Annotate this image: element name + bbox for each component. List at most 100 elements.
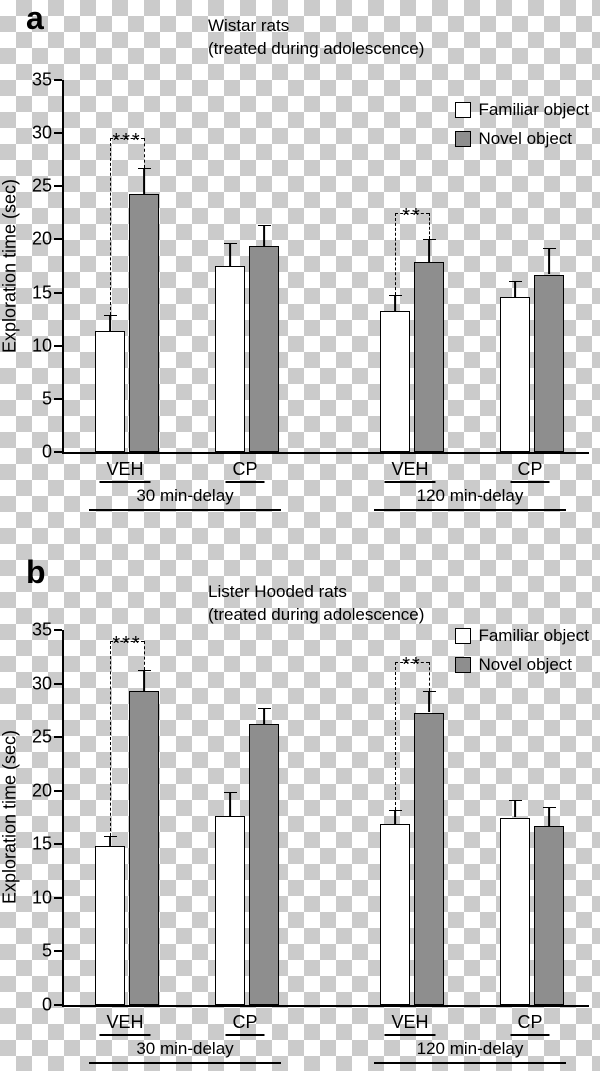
significance-line xyxy=(395,212,429,214)
y-tick-mark xyxy=(54,1004,62,1006)
delay-group-label: 30 min-delay xyxy=(89,485,281,511)
chart-subtitle: (treated during adolescence) xyxy=(208,605,425,624)
condition-label: VEH xyxy=(99,459,151,483)
significance-stars: *** xyxy=(112,130,142,153)
error-bar xyxy=(103,835,117,847)
y-tick-mark xyxy=(54,451,62,453)
condition-label: VEH xyxy=(99,1012,151,1036)
y-tick-mark xyxy=(54,896,62,899)
legend-item: Familiar object xyxy=(455,626,589,646)
familiar-object-bar xyxy=(95,330,125,452)
y-tick-label: 5 xyxy=(41,388,52,409)
error-bar xyxy=(223,791,237,817)
significance-line xyxy=(144,138,145,169)
error-bar xyxy=(422,239,436,261)
y-tick-label: 20 xyxy=(31,780,52,801)
legend-item: Novel object xyxy=(455,655,589,675)
condition-label: CP xyxy=(510,1012,550,1036)
y-axis-label: Exploration time (sec) xyxy=(0,178,20,354)
significance-line xyxy=(144,640,145,670)
plot-area: Familiar object Novel object 0 5 10 15 20 25 30… xyxy=(32,620,589,1015)
y-tick-mark xyxy=(54,682,62,685)
delay-group-label: 120 min-delay xyxy=(374,485,566,511)
familiar-object-bar xyxy=(500,817,530,1005)
familiar-object-bar xyxy=(500,296,530,452)
chart-subtitle: (treated during adolescence) xyxy=(208,39,425,58)
novel-object-bar xyxy=(534,274,564,452)
y-tick-label: 35 xyxy=(31,69,52,90)
familiar-object-bar xyxy=(380,310,410,452)
y-tick-label: 15 xyxy=(31,282,52,303)
panel-label: b xyxy=(26,554,46,590)
error-bar xyxy=(508,800,522,817)
novel-object-bar xyxy=(534,826,564,1005)
novel-object-bar xyxy=(414,261,444,452)
legend-label: Novel object xyxy=(478,655,573,674)
familiar-object-bar xyxy=(215,816,245,1005)
panel-label: a xyxy=(26,0,44,36)
significance-line xyxy=(395,662,396,810)
condition-label: VEH xyxy=(384,1012,436,1036)
error-bar xyxy=(542,806,556,826)
y-tick-label: 25 xyxy=(31,175,52,196)
condition-label: CP xyxy=(225,1012,265,1036)
y-tick-label: 15 xyxy=(31,833,52,854)
legend-label: Familiar object xyxy=(478,100,589,119)
y-tick-label: 25 xyxy=(31,726,52,747)
chart-title: Wistar rats xyxy=(208,16,290,35)
y-tick-label: 30 xyxy=(31,122,52,143)
plot-area: Familiar object Novel object 0 5 10 15 20 25 30… xyxy=(32,70,589,462)
error-bar xyxy=(257,224,271,246)
y-tick-label: 10 xyxy=(31,887,52,908)
legend-label: Novel object xyxy=(478,129,573,148)
familiar-object-bar xyxy=(380,823,410,1005)
panel-b: b Lister Hooded rats (treated during ado… xyxy=(0,536,600,1071)
significance-line xyxy=(110,138,111,315)
condition-label: CP xyxy=(510,459,550,483)
error-bar xyxy=(422,691,436,712)
y-tick-mark xyxy=(54,397,62,400)
chart-title-block: Lister Hooded rats (treated during adole… xyxy=(208,580,424,626)
error-bar xyxy=(223,242,237,266)
y-tick-mark xyxy=(54,789,62,792)
novel-object-swatch xyxy=(455,657,472,673)
error-bar xyxy=(137,669,151,691)
y-tick-mark xyxy=(54,238,62,241)
chart-title: Lister Hooded rats xyxy=(208,582,347,601)
significance-stars: ** xyxy=(402,204,422,227)
y-tick-mark xyxy=(54,950,62,953)
delay-group-label: 30 min-delay xyxy=(89,1038,281,1064)
novel-object-bar xyxy=(129,691,159,1005)
y-tick-mark xyxy=(54,629,62,631)
legend-item: Familiar object xyxy=(455,100,589,120)
y-tick-label: 30 xyxy=(31,673,52,694)
error-bar xyxy=(103,314,117,331)
significance-line xyxy=(395,212,396,295)
y-tick-label: 0 xyxy=(41,994,52,1015)
error-bar xyxy=(542,247,556,275)
error-bar xyxy=(257,708,271,724)
y-tick-label: 5 xyxy=(41,940,52,961)
error-bar xyxy=(388,294,402,311)
error-bar xyxy=(137,168,151,194)
delay-group-label: 120 min-delay xyxy=(374,1038,566,1064)
significance-line xyxy=(395,662,429,664)
x-axis-labels: VEH CP VEH CP 30 min-delay 120 min-delay xyxy=(62,459,589,533)
legend-label: Familiar object xyxy=(478,626,589,645)
significance-stars: ** xyxy=(402,654,422,677)
y-tick-mark xyxy=(54,291,62,294)
y-tick-mark xyxy=(54,79,62,81)
familiar-object-bar xyxy=(215,266,245,452)
significance-line xyxy=(110,138,144,140)
legend: Familiar object Novel object xyxy=(455,100,589,158)
familiar-object-swatch xyxy=(455,628,472,644)
familiar-object-bar xyxy=(95,846,125,1005)
panel-a: a Wistar rats (treated during adolescenc… xyxy=(0,0,600,535)
y-tick-mark xyxy=(54,132,62,135)
y-tick-mark xyxy=(54,344,62,347)
significance-line xyxy=(429,212,430,240)
y-tick-mark xyxy=(54,736,62,739)
novel-object-bar xyxy=(249,245,279,452)
condition-label: CP xyxy=(225,459,265,483)
